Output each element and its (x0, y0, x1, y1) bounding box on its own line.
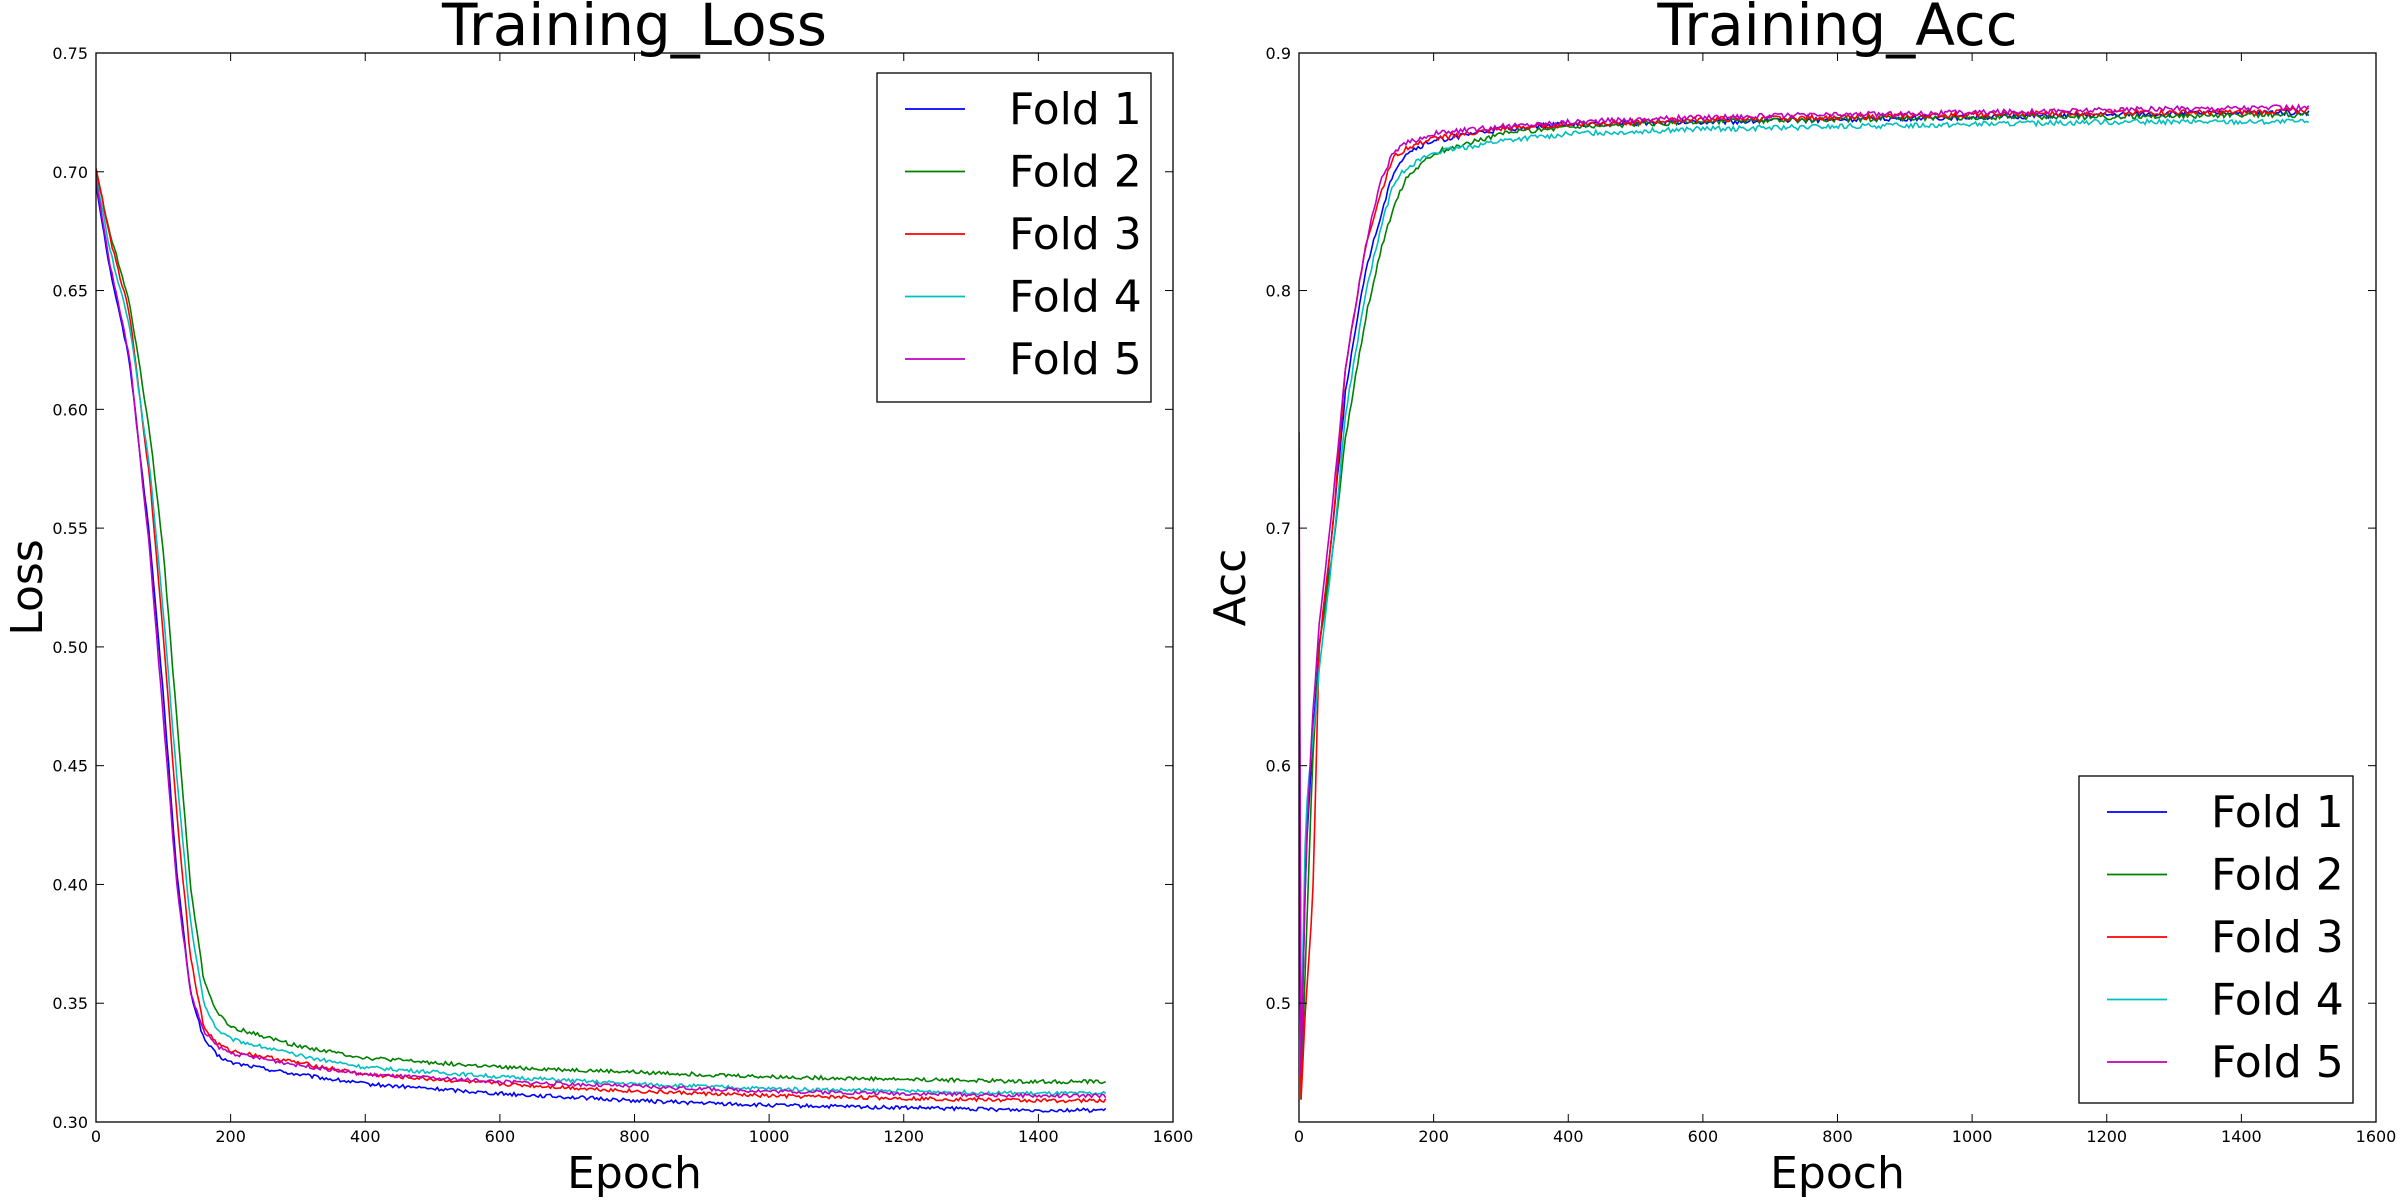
y-tick-label: 0.40 (52, 875, 88, 894)
x-axis-label: Epoch (1770, 1148, 1905, 1199)
x-tick-label: 1600 (2356, 1127, 2397, 1146)
x-tick-label: 400 (350, 1127, 381, 1146)
legend-box (876, 72, 1152, 403)
legend-label: Fold 4 (2211, 975, 2344, 1026)
legend-label: Fold 2 (2211, 850, 2344, 901)
x-tick-label: 1600 (1153, 1127, 1194, 1146)
legend: Fold 1 Fold 2 Fold 3 Fold 4 Fold 5 (2078, 775, 2354, 1104)
series-line-fold-2 (1299, 110, 2310, 1100)
legend: Fold 1 Fold 2 Fold 3 Fold 4 Fold 5 (876, 72, 1152, 403)
legend-label: Fold 5 (2211, 1037, 2344, 1088)
y-tick-label: 0.30 (52, 1113, 88, 1132)
y-tick-label: 0.5 (1266, 994, 1291, 1013)
series-line-fold-4 (1299, 117, 2310, 1052)
x-tick-label: 400 (1553, 1127, 1584, 1146)
legend-label: Fold 4 (1009, 272, 1142, 323)
series-line-fold-5 (96, 179, 1107, 1100)
series-line-fold-5 (1299, 103, 2310, 1075)
y-axis-label: Acc (1205, 549, 1256, 627)
y-axis-label: Loss (2, 539, 53, 636)
series-lines (1299, 103, 2310, 1100)
x-tick-label: 600 (1688, 1127, 1719, 1146)
y-tick-label: 0.6 (1266, 757, 1291, 776)
series-line-fold-1 (96, 183, 1107, 1113)
legend-label: Fold 3 (1009, 209, 1142, 260)
legend-label: Fold 5 (1009, 334, 1142, 385)
y-tick-label: 0.45 (52, 757, 88, 776)
x-tick-label: 1400 (1018, 1127, 1059, 1146)
x-tick-label: 1200 (2086, 1127, 2127, 1146)
y-tick-label: 0.70 (52, 163, 88, 182)
y-tick-label: 0.8 (1266, 282, 1291, 301)
legend-label: Fold 1 (1009, 84, 1142, 135)
y-tick-label: 0.35 (52, 994, 88, 1013)
x-tick-label: 1200 (883, 1127, 924, 1146)
chart-title: Training_Loss (441, 0, 827, 59)
legend-label: Fold 1 (2211, 787, 2344, 838)
legend-label: Fold 3 (2211, 912, 2344, 963)
x-tick-label: 1000 (1952, 1127, 1993, 1146)
series-lines (96, 168, 1107, 1113)
y-tick-label: 0.50 (52, 638, 88, 657)
x-axis-label: Epoch (567, 1148, 702, 1199)
x-tick-label: 800 (619, 1127, 650, 1146)
y-tick-label: 0.65 (52, 282, 88, 301)
x-tick-label: 600 (485, 1127, 516, 1146)
x-tick-label: 0 (1294, 1127, 1304, 1146)
y-tick-label: 0.60 (52, 400, 88, 419)
series-line-fold-3 (96, 168, 1107, 1104)
y-tick-label: 0.75 (52, 44, 88, 63)
training-loss-chart: Training_Loss Epoch Loss 0 200 400 600 800 10… (2, 0, 1193, 1199)
x-tick-label: 0 (91, 1127, 101, 1146)
x-tick-label: 200 (1418, 1127, 1449, 1146)
y-tick-label: 0.7 (1266, 519, 1291, 538)
chart-title: Training_Acc (1656, 0, 2017, 59)
x-tick-label: 1000 (749, 1127, 790, 1146)
series-line-fold-2 (96, 172, 1106, 1085)
y-tick-label: 0.55 (52, 519, 88, 538)
y-tick-label: 0.9 (1266, 44, 1291, 63)
x-tick-label: 1400 (2221, 1127, 2262, 1146)
x-tick-label: 800 (1822, 1127, 1853, 1146)
legend-box (2078, 775, 2354, 1104)
legend-label: Fold 2 (1009, 147, 1142, 198)
training-acc-chart: Training_Acc Epoch Acc 0 200 400 600 800 1000… (1205, 0, 2396, 1199)
series-line-fold-4 (96, 178, 1107, 1097)
x-tick-label: 200 (215, 1127, 246, 1146)
